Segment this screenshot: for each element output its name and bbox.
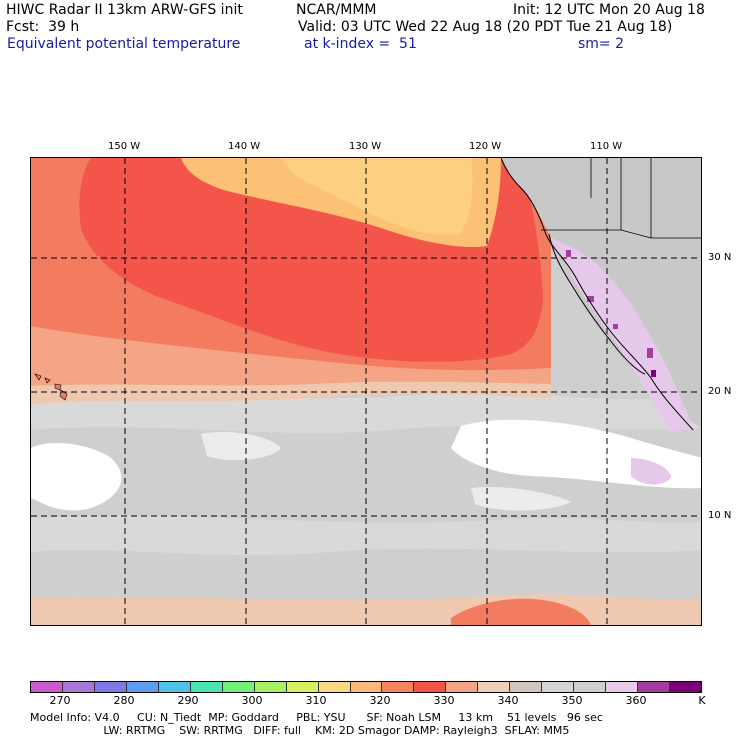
lon-tick-150w: 150 W	[108, 141, 141, 152]
colorbar-swatch-20	[670, 682, 702, 692]
colorbar-swatch-6	[222, 682, 255, 692]
colorbar-swatch-15	[510, 682, 543, 692]
colorbar-swatch-9	[318, 682, 351, 692]
colorbar-swatch-8	[286, 682, 319, 692]
lat-tick-10n: 10 N	[708, 510, 732, 521]
institution-label: NCAR/MMM	[296, 2, 377, 18]
colorbar-swatch-2	[94, 682, 127, 692]
field-purple-4	[647, 348, 653, 358]
model-title: HIWC Radar II 13km ARW-GFS init	[6, 2, 243, 18]
lon-tick-120w: 120 W	[469, 141, 502, 152]
lat-tick-20n: 20 N	[708, 386, 732, 397]
field-light-gray-band-2	[31, 515, 701, 556]
colorbar-swatch-14	[478, 682, 511, 692]
state-borders	[541, 158, 701, 239]
colorbar-label-290: 290	[177, 694, 199, 707]
lat-tick-30n: 30 N	[708, 252, 732, 263]
colorbar-label-280: 280	[113, 694, 135, 707]
colorbar-label-310: 310	[305, 694, 327, 707]
field-yellow-orange-core	[281, 158, 473, 235]
colorbar-swatch-3	[126, 682, 159, 692]
model-info-line1: Model Info: V4.0 CU: N_Tiedt MP: Goddard…	[30, 711, 603, 724]
field-lavender-2	[631, 458, 671, 485]
colorbar-label-270: 270	[49, 694, 71, 707]
colorbar-swatch-11	[382, 682, 415, 692]
colorbar-swatch-16	[542, 682, 575, 692]
colorbar-label-360: 360	[625, 694, 647, 707]
colorbar-swatch-17	[574, 682, 607, 692]
forecast-hour: Fcst: 39 h	[6, 19, 80, 35]
colorbar-swatch-19	[638, 682, 671, 692]
model-info-line2: LW: RRTMG SW: RRTMG DIFF: full KM: 2D Sm…	[30, 724, 570, 737]
valid-time: Valid: 03 UTC Wed 22 Aug 18 (20 PDT Tue …	[298, 19, 673, 35]
theta-e-map	[30, 157, 702, 626]
field-red-south	[451, 598, 591, 625]
colorbar	[30, 681, 702, 693]
field-purple-3	[613, 324, 618, 329]
colorbar-swatch-12	[414, 682, 447, 692]
colorbar-label-unit: K	[698, 694, 706, 707]
colorbar-swatch-1	[62, 682, 95, 692]
level-label: at k-index = 51	[304, 36, 417, 52]
colorbar-swatch-13	[446, 682, 479, 692]
colorbar-label-320: 320	[369, 694, 391, 707]
lat-lon-grid	[31, 158, 701, 625]
colorbar-swatch-7	[254, 682, 287, 692]
field-lavender	[551, 238, 693, 432]
colorbar-label-330: 330	[433, 694, 455, 707]
colorbar-label-350: 350	[561, 694, 583, 707]
colorbar-swatch-0	[31, 682, 63, 692]
colorbar-swatch-4	[158, 682, 191, 692]
map-canvas	[31, 158, 701, 625]
lon-tick-140w: 140 W	[228, 141, 261, 152]
smoothing-label: sm= 2	[578, 36, 625, 52]
field-white-patch-4	[471, 486, 571, 511]
colorbar-label-340: 340	[497, 694, 519, 707]
hawaii-islands	[34, 373, 68, 401]
coastline-baja-gulf	[548, 233, 646, 375]
colorbar-label-300: 300	[241, 694, 263, 707]
field-purple-1	[566, 250, 571, 257]
colorbar-swatch-18	[606, 682, 639, 692]
field-purple-5	[651, 370, 656, 377]
field-white-patch-1	[31, 443, 122, 511]
field-name: Equivalent potential temperature	[7, 36, 241, 52]
coastline-pacific	[500, 158, 694, 431]
field-purple-2	[587, 296, 594, 302]
lon-tick-110w: 110 W	[590, 141, 623, 152]
init-time: Init: 12 UTC Mon 20 Aug 18	[513, 2, 705, 18]
colorbar-swatch-5	[190, 682, 223, 692]
lon-tick-130w: 130 W	[349, 141, 382, 152]
field-white-patch-3	[201, 431, 281, 461]
colorbar-swatch-10	[350, 682, 383, 692]
